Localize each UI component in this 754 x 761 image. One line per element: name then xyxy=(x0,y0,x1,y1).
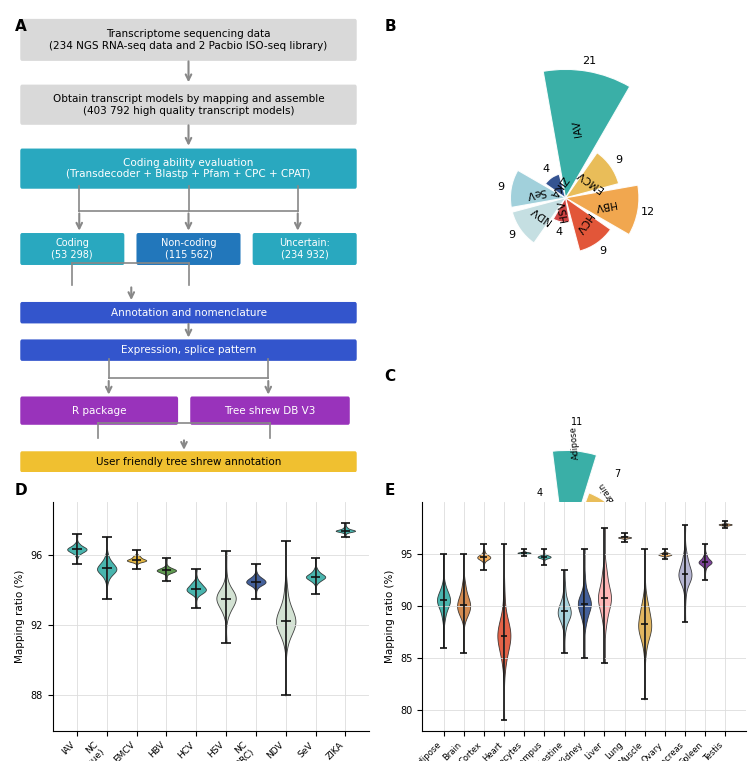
Bar xyxy=(512,198,566,243)
Text: 7: 7 xyxy=(615,470,621,479)
Text: Annotation and nomenclature: Annotation and nomenclature xyxy=(111,307,266,317)
Text: Liver: Liver xyxy=(524,642,540,665)
Text: SeV: SeV xyxy=(525,186,547,199)
Text: Transcriptome sequencing data
(234 NGS RNA-seq data and 2 Pacbio ISO-seq library: Transcriptome sequencing data (234 NGS R… xyxy=(49,29,328,51)
Text: HCV: HCV xyxy=(572,211,593,234)
Bar xyxy=(566,556,602,599)
Bar xyxy=(566,493,613,556)
Text: Obtain transcript models by mapping and assemble
(403 792 high quality transcrip: Obtain transcript models by mapping and … xyxy=(53,94,324,116)
Y-axis label: Mapping ratio (%): Mapping ratio (%) xyxy=(15,570,25,663)
Bar xyxy=(545,174,566,198)
Text: D: D xyxy=(15,483,28,498)
FancyBboxPatch shape xyxy=(20,84,357,125)
FancyBboxPatch shape xyxy=(136,233,241,265)
FancyBboxPatch shape xyxy=(20,339,357,361)
Text: 4: 4 xyxy=(536,488,542,498)
Text: Lung: Lung xyxy=(521,578,542,598)
Bar xyxy=(540,533,566,556)
Text: 9: 9 xyxy=(615,155,623,165)
Text: R package: R package xyxy=(72,406,127,416)
Text: ZIKA: ZIKA xyxy=(547,174,569,199)
Text: 12: 12 xyxy=(641,208,655,218)
Text: Kidney: Kidney xyxy=(568,596,581,626)
Text: 9: 9 xyxy=(498,182,504,192)
Text: Spleen: Spleen xyxy=(523,519,551,545)
Text: Cortex: Cortex xyxy=(608,512,637,534)
Text: Muscle: Muscle xyxy=(505,560,536,577)
Text: 6: 6 xyxy=(638,508,644,517)
Text: 5: 5 xyxy=(487,534,493,545)
Text: 9: 9 xyxy=(508,231,516,240)
Bar xyxy=(553,451,596,556)
Text: 4: 4 xyxy=(542,164,549,174)
Text: Coding ability evaluation
(Transdecoder + Blastp + Pfam + CPC + CPAT): Coding ability evaluation (Transdecoder … xyxy=(66,158,311,180)
Text: 11: 11 xyxy=(571,416,584,426)
FancyBboxPatch shape xyxy=(20,451,357,473)
Text: Adipose: Adipose xyxy=(569,425,581,460)
Bar xyxy=(562,556,583,603)
Text: Non-coding
(115 562): Non-coding (115 562) xyxy=(161,238,216,260)
Text: 9: 9 xyxy=(599,247,606,256)
Text: HBV: HBV xyxy=(593,198,617,212)
Text: IAV: IAV xyxy=(572,119,584,137)
FancyBboxPatch shape xyxy=(20,19,357,61)
Bar xyxy=(543,69,630,198)
Text: E: E xyxy=(385,483,395,498)
Text: Intestine: Intestine xyxy=(584,583,614,618)
FancyBboxPatch shape xyxy=(20,233,124,265)
Bar xyxy=(518,536,566,556)
Text: 4: 4 xyxy=(498,569,504,579)
FancyBboxPatch shape xyxy=(253,233,357,265)
Text: EMCV: EMCV xyxy=(575,168,605,193)
Text: User friendly tree shrew annotation: User friendly tree shrew annotation xyxy=(96,457,281,466)
Text: 6: 6 xyxy=(649,548,655,558)
Text: 21: 21 xyxy=(583,56,596,66)
Text: Uncertain:
(234 932): Uncertain: (234 932) xyxy=(279,238,330,260)
Bar xyxy=(566,542,623,565)
Text: 5: 5 xyxy=(608,613,615,622)
Text: 3: 3 xyxy=(518,514,524,524)
Text: B: B xyxy=(385,19,396,34)
Text: Hippocampus: Hippocampus xyxy=(597,568,653,600)
Bar xyxy=(566,185,639,234)
Text: Testis: Testis xyxy=(539,500,556,525)
FancyBboxPatch shape xyxy=(20,148,357,189)
Text: A: A xyxy=(15,19,27,34)
Bar xyxy=(566,517,621,556)
Text: Coding
(53 298): Coding (53 298) xyxy=(51,238,93,260)
Bar xyxy=(510,170,566,208)
Text: Heart: Heart xyxy=(619,549,643,559)
Text: Tree shrew DB V3: Tree shrew DB V3 xyxy=(225,406,316,416)
Text: 6: 6 xyxy=(641,588,647,598)
Bar xyxy=(566,153,619,198)
Text: C: C xyxy=(385,369,396,384)
Text: NDV: NDV xyxy=(529,205,553,226)
Text: 4: 4 xyxy=(556,227,563,237)
Bar xyxy=(516,556,566,651)
Text: 4: 4 xyxy=(513,597,520,607)
Bar xyxy=(566,556,621,591)
Bar xyxy=(566,198,611,251)
Bar xyxy=(533,556,566,587)
FancyBboxPatch shape xyxy=(20,396,178,425)
Bar xyxy=(527,556,566,574)
Text: Brain: Brain xyxy=(596,480,616,504)
FancyBboxPatch shape xyxy=(20,302,357,323)
Text: Expression, splice pattern: Expression, splice pattern xyxy=(121,345,256,355)
Bar xyxy=(553,198,570,222)
Text: Ovary: Ovary xyxy=(497,537,524,551)
Bar xyxy=(544,518,566,556)
Text: 10: 10 xyxy=(519,669,532,679)
Text: 5: 5 xyxy=(575,627,581,637)
Y-axis label: Mapping ratio (%): Mapping ratio (%) xyxy=(385,570,394,663)
FancyBboxPatch shape xyxy=(190,396,350,425)
Text: HSV: HSV xyxy=(556,199,570,222)
